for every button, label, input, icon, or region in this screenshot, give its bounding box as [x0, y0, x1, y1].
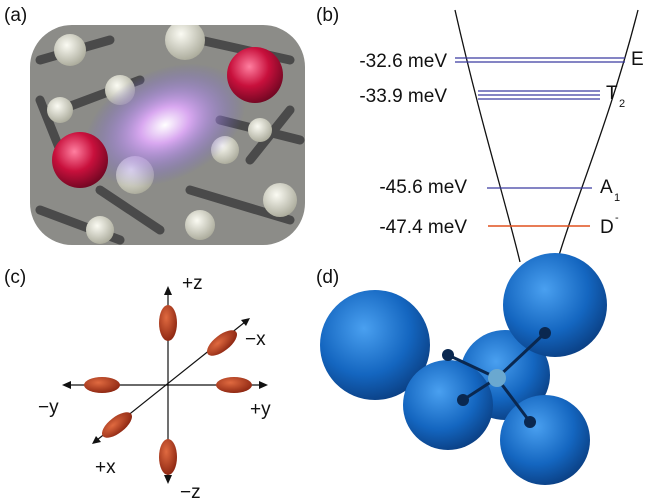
figure: (a) (b) (c) (d) -32.6 meV -33.9 meV -45.… [0, 0, 648, 499]
lattice-render [30, 20, 305, 245]
panel-label: (a) [4, 5, 27, 26]
axis-label: +z [182, 273, 203, 294]
state-label: D [600, 217, 614, 238]
axis-label: +x [95, 457, 116, 478]
energy-label: -32.6 meV [359, 51, 447, 72]
state-superscript: - [615, 212, 619, 224]
energy-label: -45.6 meV [379, 177, 467, 198]
state-label: E [631, 49, 644, 70]
energy-label: -47.4 meV [379, 217, 467, 238]
axis-label: +y [250, 399, 271, 420]
energy-levels [455, 58, 625, 188]
axis-label: −z [180, 482, 201, 499]
state-subscript: 1 [614, 192, 620, 204]
wavefunction-render [320, 253, 607, 485]
energy-label: -33.9 meV [359, 86, 447, 107]
state-subscript: 2 [619, 98, 625, 110]
axis-label: −x [245, 329, 266, 350]
state-label: A [600, 177, 613, 198]
state-label: T [606, 83, 618, 104]
well-curve [557, 10, 638, 262]
axis-label: −y [38, 397, 59, 418]
panel-label: (c) [4, 267, 26, 288]
panel-label: (b) [316, 5, 339, 26]
panel-label: (d) [316, 267, 339, 288]
